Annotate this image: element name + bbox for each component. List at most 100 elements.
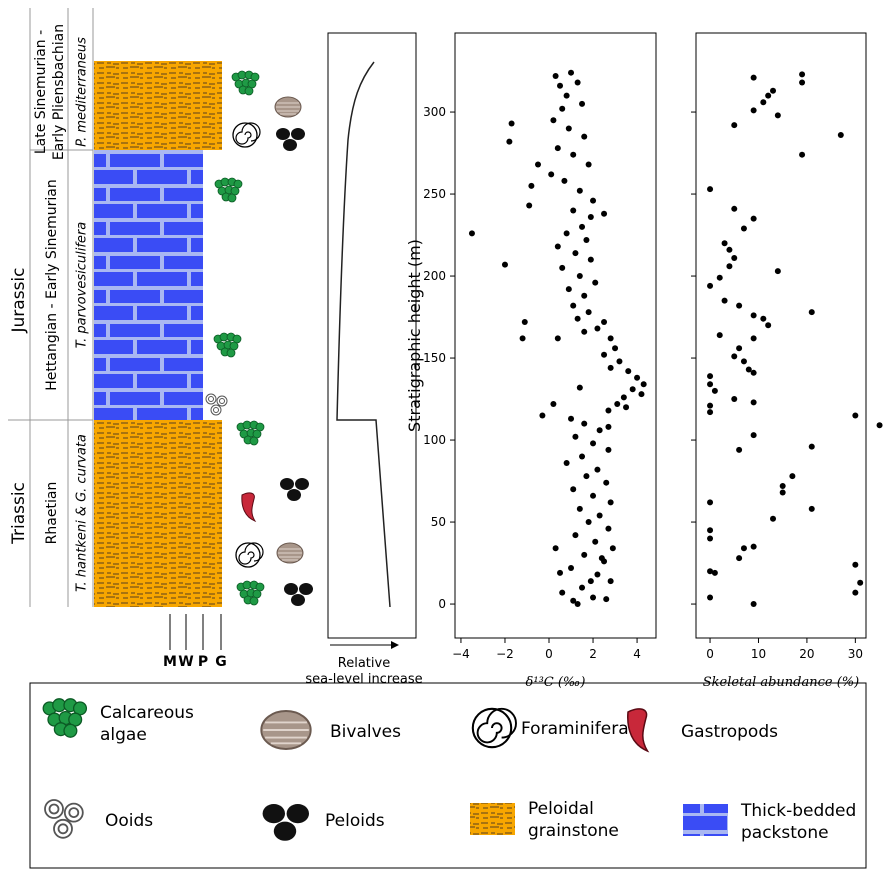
data-point xyxy=(750,74,757,81)
data-point xyxy=(852,561,859,568)
x-tick-label: 30 xyxy=(848,647,863,661)
legend-label: algae xyxy=(100,725,147,745)
data-point xyxy=(605,525,612,532)
data-point xyxy=(731,353,738,360)
data-point xyxy=(585,161,592,168)
data-point xyxy=(501,261,508,268)
y-tick-label: 250 xyxy=(423,187,446,201)
data-point xyxy=(750,312,757,319)
data-point xyxy=(601,318,608,325)
data-point xyxy=(707,409,714,416)
data-point xyxy=(548,171,555,178)
y-tick-label: 50 xyxy=(431,515,446,529)
data-point xyxy=(583,236,590,243)
legend-box xyxy=(29,682,867,869)
data-point xyxy=(707,402,714,409)
x-axis-label: δ¹³C (‰) xyxy=(526,675,586,690)
data-point xyxy=(707,499,714,506)
data-point xyxy=(707,594,714,601)
data-point xyxy=(750,543,757,550)
data-point xyxy=(731,255,738,262)
data-point xyxy=(638,391,645,398)
data-point xyxy=(731,396,738,403)
data-point xyxy=(581,292,588,299)
data-point xyxy=(570,151,577,158)
y-tick-label: 150 xyxy=(423,351,446,365)
data-point xyxy=(592,279,599,286)
texture-ticks xyxy=(169,614,222,650)
data-point xyxy=(603,596,610,603)
data-point xyxy=(770,515,777,522)
texture-label: P xyxy=(198,654,208,670)
data-point xyxy=(561,177,568,184)
data-point xyxy=(745,366,752,373)
data-point xyxy=(731,205,738,212)
legend-label: Ooids xyxy=(105,811,153,831)
data-point xyxy=(590,197,597,204)
data-point xyxy=(576,384,583,391)
data-point xyxy=(519,335,526,342)
data-point xyxy=(579,223,586,230)
data-point xyxy=(614,400,621,407)
data-point xyxy=(808,309,815,316)
legend-label: packstone xyxy=(741,823,829,843)
data-point xyxy=(765,92,772,99)
sea-level-label: sea-level increase xyxy=(305,672,422,687)
data-point xyxy=(570,597,577,604)
data-point xyxy=(581,328,588,335)
data-point xyxy=(554,243,561,250)
data-point xyxy=(750,432,757,439)
data-point xyxy=(716,274,723,281)
data-point xyxy=(601,351,608,358)
data-point xyxy=(721,297,728,304)
data-point xyxy=(640,381,647,388)
age-label: Rhaetian xyxy=(44,482,60,545)
y-tick-label: 200 xyxy=(423,269,446,283)
data-point xyxy=(607,364,614,371)
data-point xyxy=(736,446,743,453)
data-point xyxy=(726,263,733,270)
data-point xyxy=(750,335,757,342)
data-point xyxy=(592,538,599,545)
data-point xyxy=(607,499,614,506)
data-point xyxy=(707,282,714,289)
sea-level-curve xyxy=(336,61,391,608)
data-point xyxy=(552,72,559,79)
data-point xyxy=(579,100,586,107)
data-point xyxy=(587,578,594,585)
data-point xyxy=(711,569,718,576)
data-point xyxy=(707,527,714,534)
x-axis-label: Skeletal abundance (%) xyxy=(703,675,859,690)
sea-level-panel xyxy=(327,32,417,639)
data-point xyxy=(526,202,533,209)
data-point xyxy=(707,373,714,380)
data-point xyxy=(594,466,601,473)
data-point xyxy=(707,535,714,542)
x-tick-label: 0 xyxy=(706,647,714,661)
x-tick-label: 10 xyxy=(751,647,766,661)
data-point xyxy=(468,230,475,237)
data-point xyxy=(760,99,767,106)
data-point xyxy=(590,492,597,499)
data-point xyxy=(607,335,614,342)
data-point xyxy=(779,482,786,489)
data-point xyxy=(570,207,577,214)
texture-label: W xyxy=(178,654,193,670)
data-point xyxy=(550,400,557,407)
period-label: Jurassic xyxy=(9,268,29,334)
data-point xyxy=(609,545,616,552)
legend-label: Foraminifera xyxy=(521,719,629,739)
data-point xyxy=(598,555,605,562)
data-point xyxy=(521,318,528,325)
data-point xyxy=(568,69,575,76)
sea-level-label: Relative xyxy=(338,656,390,671)
data-point xyxy=(563,92,570,99)
legend-icons xyxy=(42,698,728,841)
column-icons xyxy=(205,70,313,606)
data-point xyxy=(852,412,859,419)
period-label: Triassic xyxy=(9,482,29,545)
data-point xyxy=(565,125,572,132)
data-point xyxy=(559,589,566,596)
legend-label: Gastropods xyxy=(681,722,778,742)
